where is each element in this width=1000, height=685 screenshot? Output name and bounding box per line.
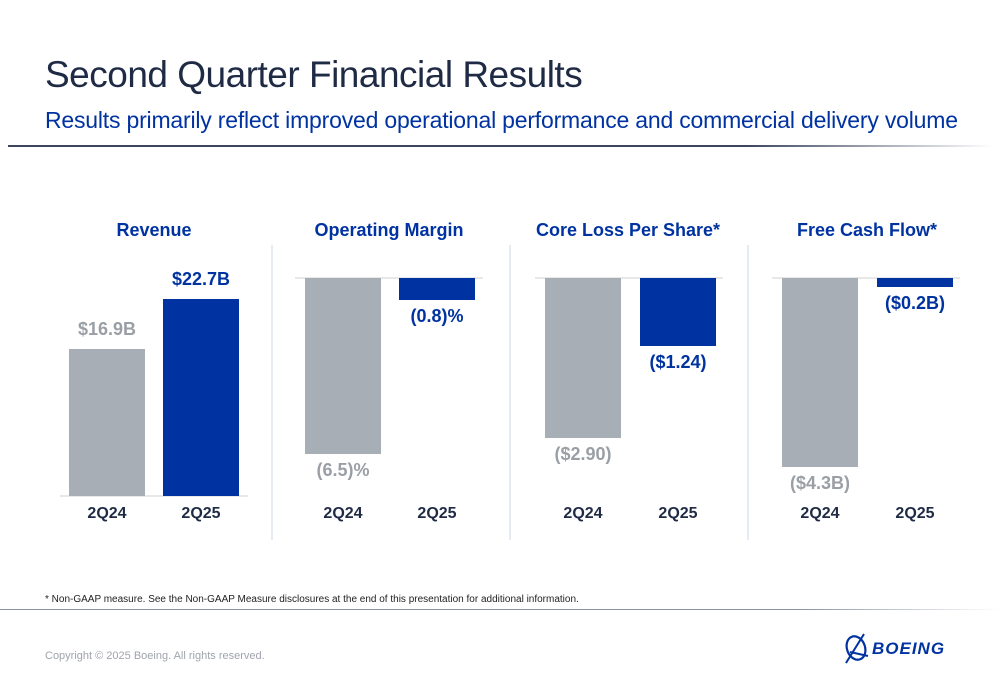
chart-title: Revenue [116,220,192,240]
footer-divider [0,609,1000,610]
category-label: 2Q25 [417,505,457,522]
page-title: Second Quarter Financial Results [45,54,583,95]
bar-2q24 [545,278,621,438]
value-label: ($0.2B) [884,292,946,313]
category-label: 2Q25 [895,505,935,522]
svg-text:BOEING: BOEING [872,639,945,658]
header-divider [8,145,993,147]
chart-title: Core Loss Per Share* [535,220,721,240]
chart-title: Operating Margin [314,220,464,240]
bar-2q25 [640,278,716,347]
bar-2q25 [163,299,239,496]
zero-axis [772,277,960,279]
category-label: 2Q25 [658,505,698,522]
category-label: 2Q24 [323,505,363,522]
category-label: 2Q24 [563,505,603,522]
bar-2q24 [305,278,381,454]
bar-2q25 [877,278,953,287]
panel-divider [747,245,749,540]
value-label: (0.8)% [410,305,464,326]
value-label: ($2.90) [554,443,612,464]
category-label: 2Q24 [87,505,127,522]
bar-2q24 [69,349,145,496]
value-label: (6.5)% [316,459,370,480]
boeing-logo: BOEING [842,630,967,671]
bar-2q24 [782,278,858,468]
chart-title: Free Cash Flow* [796,220,938,240]
zero-axis [60,495,248,497]
zero-axis [535,277,723,279]
value-label: $22.7B [171,269,231,290]
page-subtitle: Results primarily reflect improved opera… [45,107,958,133]
value-label: $16.9B [77,319,137,340]
bar-2q25 [399,278,475,300]
footnote: * Non-GAAP measure. See the Non-GAAP Mea… [45,594,579,605]
panel-divider [509,245,511,540]
panel-divider [271,245,273,540]
zero-axis [295,277,483,279]
value-label: ($4.3B) [789,473,851,494]
copyright: Copyright © 2025 Boeing. All rights rese… [45,650,265,662]
category-label: 2Q25 [181,505,221,522]
category-label: 2Q24 [800,505,840,522]
value-label: ($1.24) [649,352,707,373]
